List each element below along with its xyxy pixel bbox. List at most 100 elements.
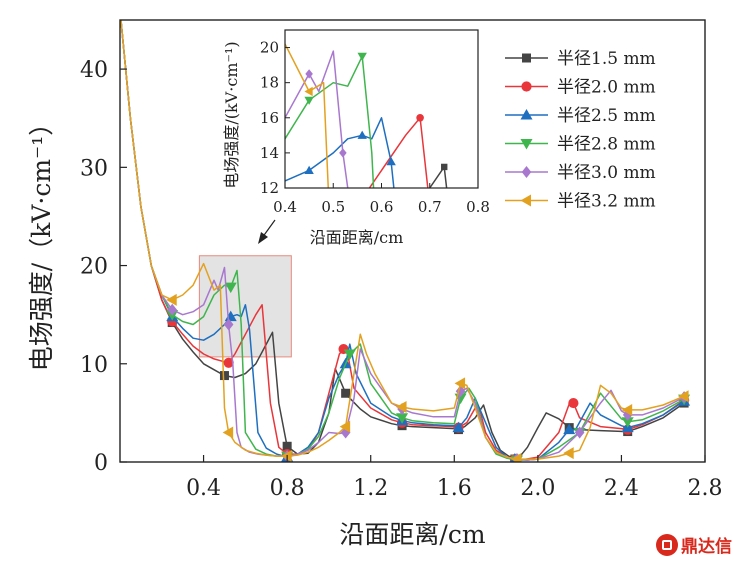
series-6-point: [339, 420, 351, 433]
inset-series-1-point: [441, 163, 448, 171]
x-tick-label: 0.8: [270, 476, 305, 501]
series-5-point: [574, 426, 585, 439]
inset-series-line-5: [285, 50, 349, 188]
inset-x-tick-label: 0.8: [466, 198, 490, 216]
inset-y-axis-title: 电场强度/(kV·cm⁻¹): [222, 41, 241, 188]
inset-series-4-point: [357, 52, 367, 62]
series-6-point: [166, 293, 177, 306]
legend-label-6: 半径3.2 mm: [557, 192, 656, 212]
series-6-point: [454, 377, 466, 390]
series-6-point: [563, 447, 574, 460]
inset-series-6-point: [304, 86, 313, 97]
series-3-point: [563, 423, 576, 435]
inset-y-tick-label: 18: [260, 74, 279, 92]
zoom-arrow: [258, 219, 276, 244]
series-1-point: [341, 388, 351, 398]
series-4-point: [224, 282, 237, 294]
inset-x-tick-label: 0.4: [273, 198, 297, 216]
inset-series-4: [285, 52, 375, 188]
series-line-2: [120, 20, 685, 461]
inset-x-axis-title: 沿面距离/cm: [310, 228, 404, 247]
series-5-point: [223, 318, 234, 331]
x-tick-label: 1.6: [437, 476, 472, 501]
series-5-point: [622, 408, 633, 421]
watermark: 鼎达信: [656, 532, 732, 557]
inset-series-3-point: [357, 130, 367, 139]
x-tick-label: 2.0: [520, 476, 555, 501]
series-line-1: [120, 20, 685, 461]
inset-series-3-point: [386, 156, 396, 166]
series-line-3: [120, 20, 685, 461]
main-axis-ticks: 0.4 0.8 1.2 1.6 2.0 2.4 2.8 0 10 20 30 40: [80, 58, 723, 501]
x-tick-label: 2.4: [604, 476, 639, 501]
legend-marker-2: [521, 81, 532, 92]
x-tick-label: 2.8: [688, 476, 723, 501]
series-6-point: [281, 450, 292, 462]
inset-series-5-point: [305, 69, 313, 79]
inset-x-tick-label: 0.6: [370, 198, 394, 216]
y-tick-label: 30: [80, 156, 108, 181]
watermark-text: 鼎达信: [681, 537, 732, 557]
series-2-point: [223, 357, 234, 368]
inset-series-5-point: [339, 148, 347, 158]
inset-series-2: [368, 113, 429, 188]
inset-series-3: [285, 117, 396, 188]
series-1-point: [219, 371, 229, 381]
series-6-point: [510, 453, 522, 462]
inset-background: [285, 30, 478, 188]
main-plot: 0.4 0.8 1.2 1.6 2.0 2.4 2.8 0 10 20 30 40 沿面距离/cm 电…: [27, 19, 723, 549]
series-6-point: [678, 390, 689, 403]
x-tick-label: 1.2: [353, 476, 388, 501]
inset-series-group: [285, 43, 448, 188]
inset-y-tick-label: 16: [260, 109, 279, 127]
series-6-point: [396, 400, 407, 413]
y-axis-title: 电场强度/（kV·cm⁻¹）: [27, 111, 56, 372]
watermark-logo-icon: [656, 533, 678, 556]
series-4-point: [396, 413, 409, 424]
legend-marker-4: [520, 139, 533, 150]
inset-series-2-point: [416, 113, 424, 122]
main-series-group: [120, 20, 691, 462]
series-4-point: [621, 417, 634, 428]
inset-series-6: [285, 43, 330, 188]
y-tick-label: 0: [94, 451, 108, 476]
legend-label-2: 半径2.0 mm: [557, 78, 656, 98]
legend-label-1: 半径1.5 mm: [557, 49, 656, 69]
inset-plot: 0.4 0.5 0.6 0.7 0.8 12 14 16 18 20 沿面距离/cm 电场强度/(…: [222, 29, 490, 247]
inset-series-line-3: [285, 117, 395, 188]
series-6: [120, 20, 689, 462]
y-tick-label: 20: [80, 255, 108, 280]
x-tick-label: 0.4: [186, 476, 221, 501]
series-2-point: [568, 397, 579, 409]
legend-marker-3: [520, 109, 533, 120]
y-tick-label: 10: [80, 353, 108, 378]
legend: 半径1.5 mm 半径2.0 mm 半径2.5 mm 半径2.8 mm 半径3.0 mm…: [505, 49, 656, 212]
series-1-point: [282, 441, 292, 451]
inset-series-4-point: [304, 96, 314, 105]
legend-marker-1: [522, 53, 531, 63]
legend-label-3: 半径2.5 mm: [557, 106, 656, 126]
series-5-point: [167, 303, 178, 316]
x-axis-title: 沿面距离/cm: [339, 520, 485, 549]
inset-series-5: [285, 50, 349, 188]
legend-label-5: 半径3.0 mm: [557, 163, 656, 183]
series-4-point: [343, 349, 356, 360]
inset-x-tick-label: 0.7: [418, 198, 442, 216]
inset-series-1: [428, 163, 448, 188]
y-tick-label: 40: [80, 58, 108, 83]
series-6-point: [222, 426, 234, 439]
legend-label-4: 半径2.8 mm: [557, 135, 656, 155]
inset-y-tick-label: 12: [260, 179, 279, 197]
series-6-point: [621, 403, 633, 416]
main-plot-frame: [119, 19, 706, 463]
zoom-arrow-head-icon: [258, 232, 268, 244]
inset-series-line-6: [285, 43, 330, 188]
inset-axis-ticks: 0.4 0.5 0.6 0.7 0.8 12 14 16 18 20: [260, 39, 490, 216]
inset-x-tick-label: 0.5: [321, 198, 345, 216]
inset-series-3-point: [304, 165, 314, 174]
series-3-point: [452, 421, 465, 433]
legend-marker-6: [520, 194, 531, 207]
inset-series-line-4: [285, 55, 375, 188]
